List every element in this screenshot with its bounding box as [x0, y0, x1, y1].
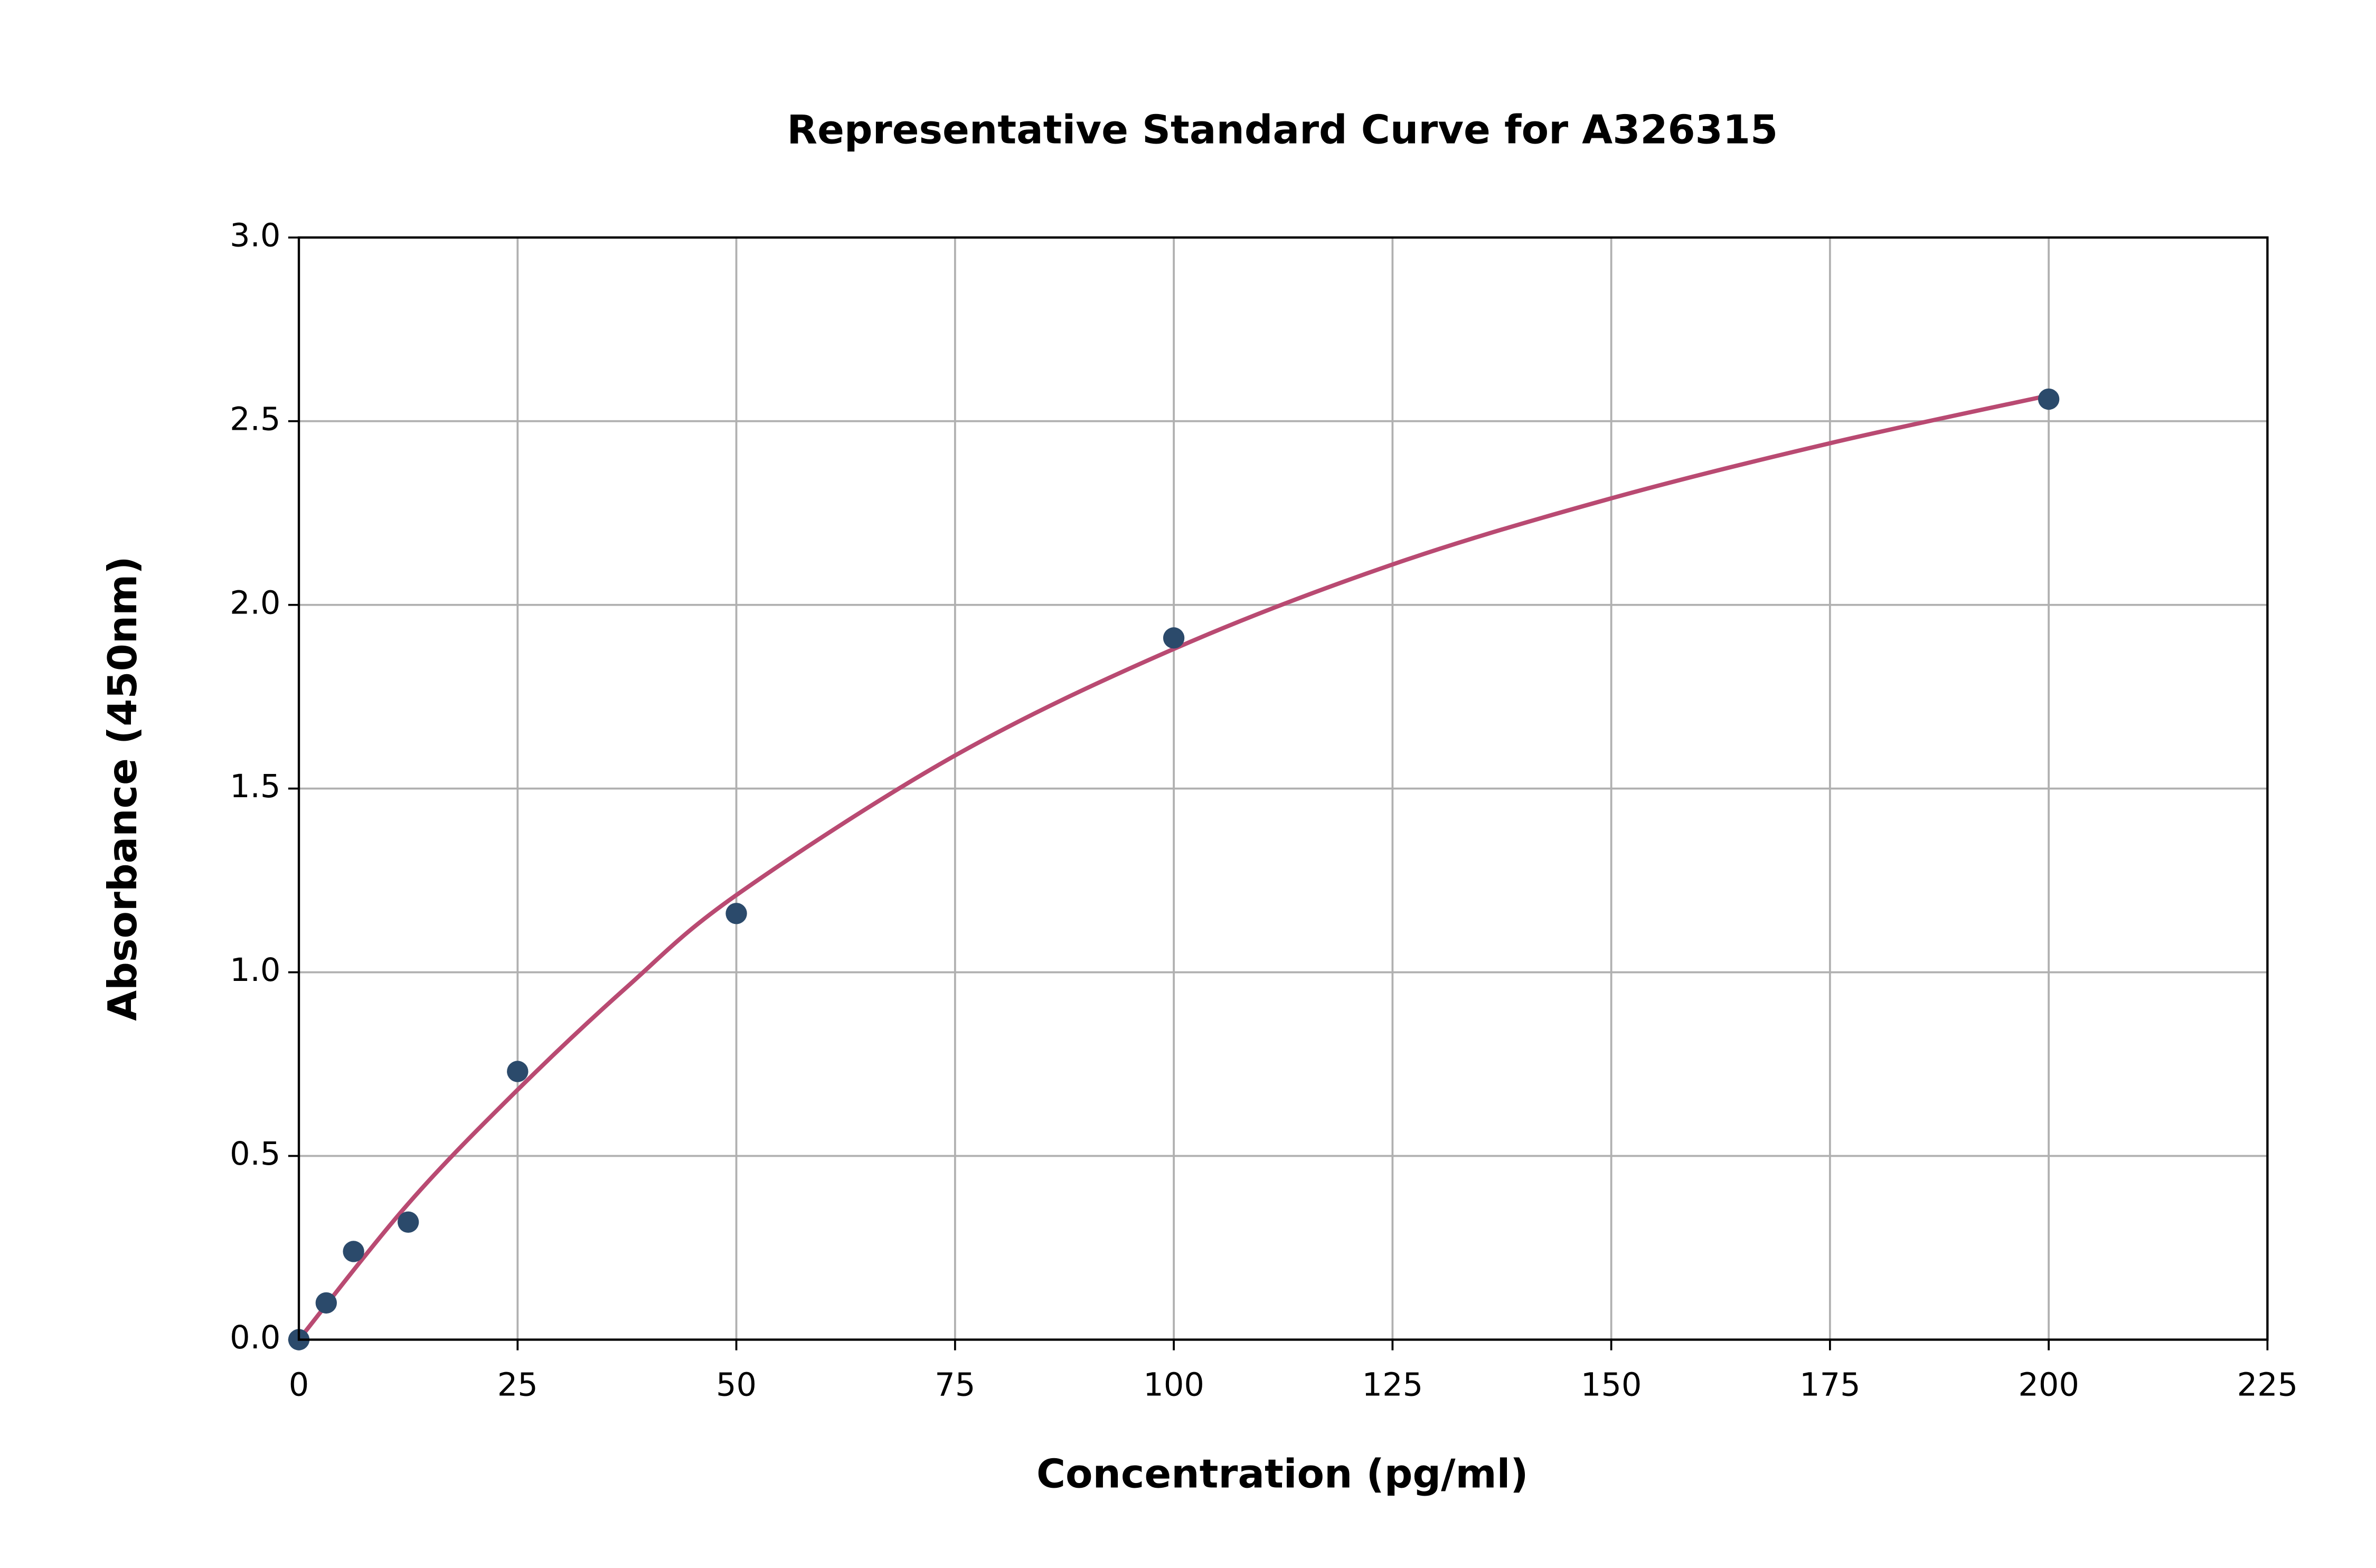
- x-tick-label: 150: [1581, 1366, 1642, 1403]
- x-tick-label: 125: [1362, 1366, 1423, 1403]
- y-tick-label: 2.5: [230, 401, 280, 438]
- data-point: [1163, 627, 1185, 649]
- data-point: [2038, 388, 2060, 410]
- y-tick-label: 0.0: [230, 1319, 280, 1356]
- fit-curve: [297, 393, 2049, 1342]
- y-tick-label: 0.5: [230, 1136, 280, 1173]
- plot-frame: [297, 236, 2269, 1341]
- y-tick-label: 3.0: [230, 217, 280, 254]
- x-tick-label: 200: [2018, 1366, 2079, 1403]
- x-tick-label: 50: [716, 1366, 757, 1403]
- x-tick-label: 175: [1799, 1366, 1861, 1403]
- data-point: [315, 1292, 337, 1314]
- data-point: [397, 1211, 419, 1233]
- x-tick-label: 25: [497, 1366, 538, 1403]
- x-tick-label: 100: [1143, 1366, 1204, 1403]
- y-tick-label: 1.0: [230, 952, 280, 989]
- x-tick-label: 75: [935, 1366, 975, 1403]
- x-tick-label: 0: [289, 1366, 309, 1403]
- x-axis-label: Concentration (pg/ml): [1036, 1450, 1529, 1497]
- y-tick-label: 2.0: [230, 584, 280, 621]
- plot: [288, 388, 2060, 1350]
- y-axis-label: Absorbance (450nm): [99, 556, 146, 1021]
- chart-title: Representative Standard Curve for A32631…: [787, 106, 1778, 153]
- y-tick-label: 1.5: [230, 768, 280, 805]
- data-point: [343, 1241, 364, 1262]
- grid: 0 25 50 75 100 125 150 175 200 225 0.0 0.5 1.0 1.5 2.0…: [230, 217, 2298, 1403]
- data-point: [507, 1061, 529, 1082]
- x-tick-label: 225: [2237, 1366, 2298, 1403]
- data-point: [725, 903, 747, 924]
